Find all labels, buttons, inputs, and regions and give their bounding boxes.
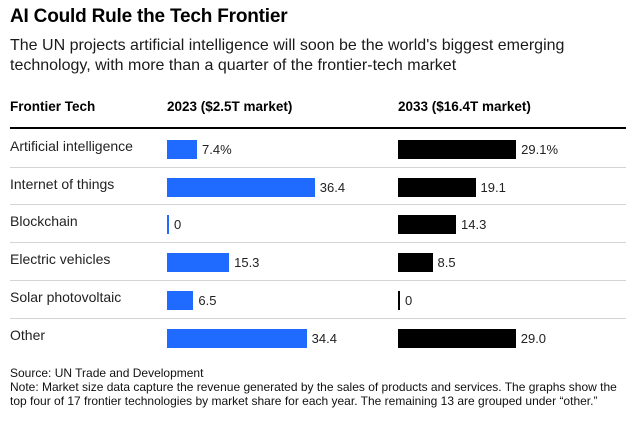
value-label-2023-artificial-intelligence: 7.4% xyxy=(202,142,232,157)
column-header-category: Frontier Tech xyxy=(10,99,96,114)
bar-2033-blockchain xyxy=(398,215,457,235)
value-label-2033-internet-of-things: 19.1 xyxy=(480,179,506,195)
category-label-other: Other xyxy=(10,326,46,343)
category-label-artificial-intelligence: Artificial intelligence xyxy=(10,138,133,154)
bar-2033-other xyxy=(398,328,516,348)
value-label-2023-blockchain: 0 xyxy=(174,217,182,233)
row-divider xyxy=(10,204,626,206)
footnote: Note: Market size data capture the reven… xyxy=(10,380,617,408)
bar-2033-electric-vehicles xyxy=(398,253,433,273)
category-label-blockchain: Blockchain xyxy=(10,213,78,230)
category-label-electric-vehicles: Electric vehicles xyxy=(10,251,111,268)
category-label-internet-of-things: Internet of things xyxy=(10,175,115,192)
bar-2023-electric-vehicles xyxy=(167,253,230,273)
bar-2023-blockchain xyxy=(167,215,169,235)
value-label-2023-electric-vehicles: 15.3 xyxy=(234,255,260,271)
row-divider xyxy=(10,166,626,168)
bar-2033-artificial-intelligence xyxy=(398,140,517,159)
column-header-2023: 2023 ($2.5T market) xyxy=(167,99,293,114)
value-label-2023-other: 34.4 xyxy=(311,330,337,346)
row-divider xyxy=(10,279,626,281)
bar-2023-artificial-intelligence xyxy=(167,140,198,159)
row-divider xyxy=(10,242,626,244)
value-label-2033-artificial-intelligence: 29.1% xyxy=(521,142,559,157)
value-label-2033-electric-vehicles: 8.5 xyxy=(437,255,456,271)
chart-title: AI Could Rule the Tech Frontier xyxy=(10,6,288,27)
source-note: Source: UN Trade and Development xyxy=(10,366,204,380)
value-label-2023-internet-of-things: 36.4 xyxy=(319,179,346,195)
bar-2033-internet-of-things xyxy=(398,177,476,197)
value-label-2033-solar-photovoltaic: 0 xyxy=(405,292,413,308)
bar-2023-other xyxy=(167,328,307,348)
chart-subtitle: The UN projects artificial intelligence … xyxy=(10,37,565,74)
row-divider xyxy=(10,317,626,319)
value-label-2023-solar-photovoltaic: 6.5 xyxy=(198,292,217,308)
category-label-solar-photovoltaic: Solar photovoltaic xyxy=(10,288,122,305)
bar-2023-solar-photovoltaic xyxy=(167,290,194,310)
value-label-2033-other: 29.0 xyxy=(520,330,547,346)
bar-2033-solar-photovoltaic xyxy=(398,290,400,310)
header-divider xyxy=(10,127,626,129)
bar-2023-internet-of-things xyxy=(167,177,315,197)
column-header-2033: 2033 ($16.4T market) xyxy=(398,99,531,114)
value-label-2033-blockchain: 14.3 xyxy=(461,217,487,233)
